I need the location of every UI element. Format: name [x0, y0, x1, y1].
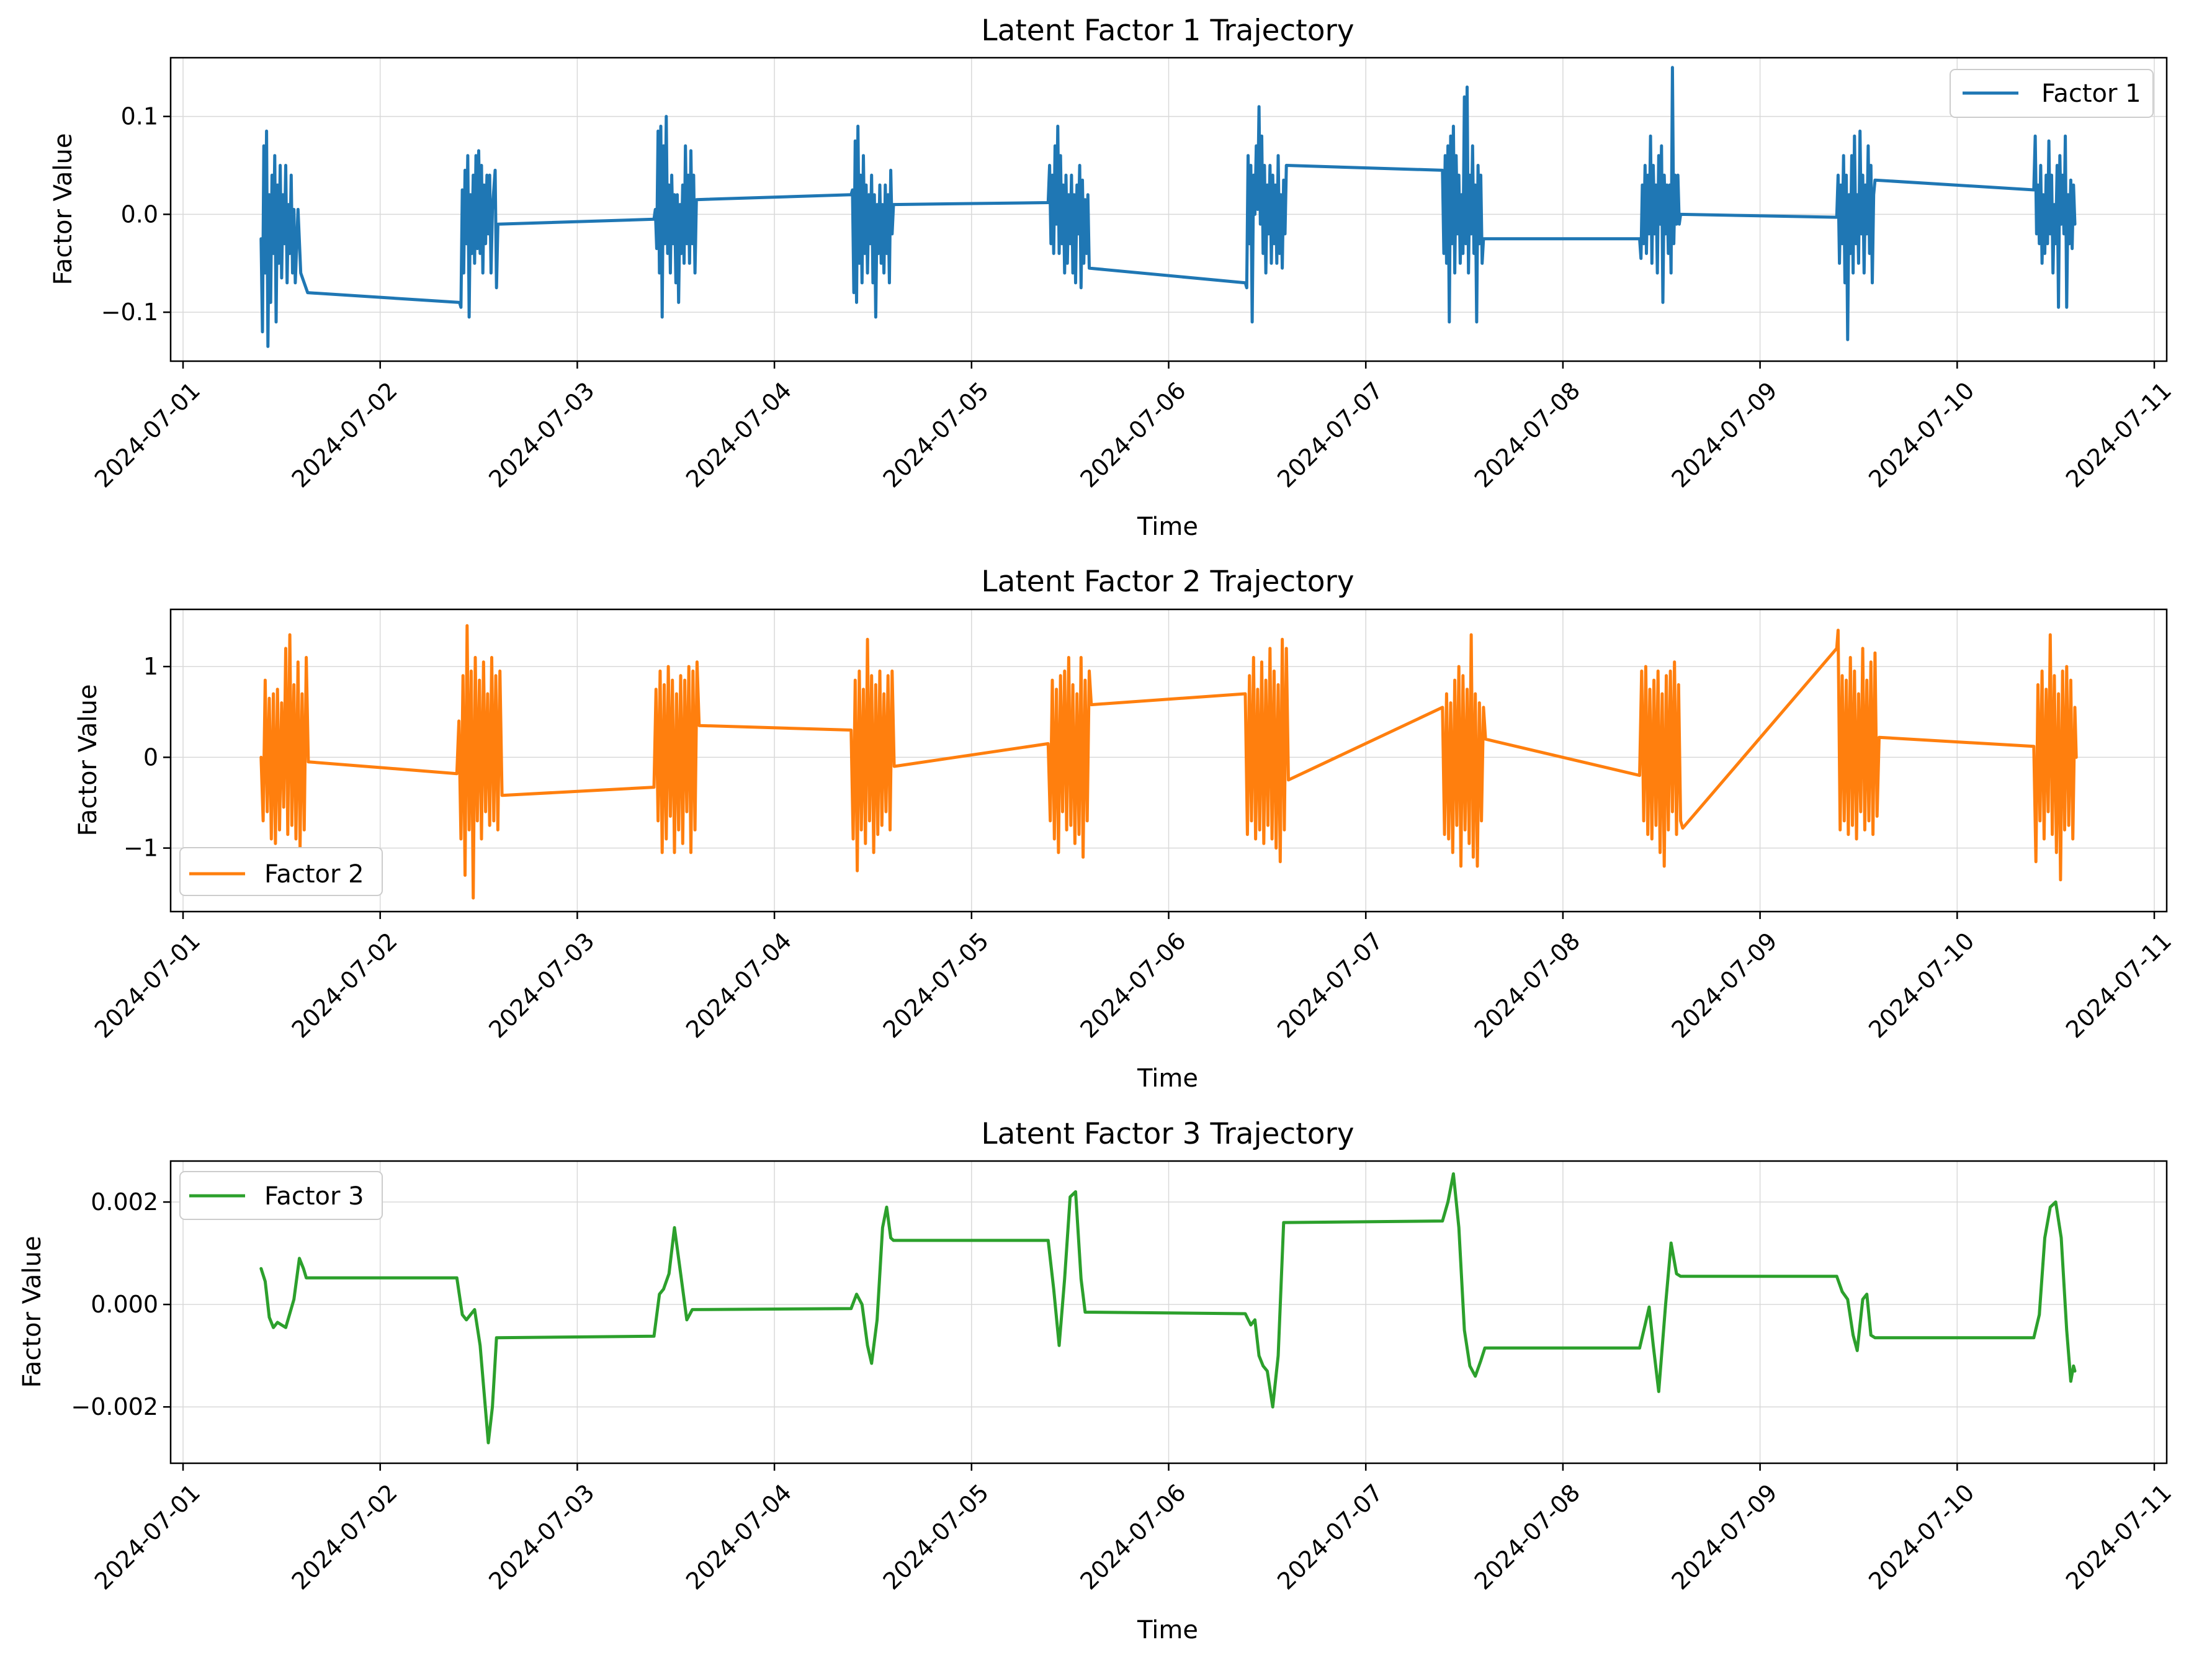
y-tick-label: −0.002: [71, 1393, 158, 1420]
legend-label: Factor 1: [2041, 79, 2141, 108]
y-tick-label: −0.1: [101, 298, 158, 326]
series-layer: [259, 66, 2077, 348]
chart-title: Latent Factor 1 Trajectory: [981, 14, 1354, 48]
legend-label: Factor 3: [264, 1182, 364, 1211]
y-tick-label: 0.1: [121, 103, 158, 130]
series-layer: [259, 1172, 2077, 1445]
y-tick-label: 0: [143, 743, 158, 771]
y-axis-label: Factor Value: [74, 684, 102, 836]
chart-title: Latent Factor 2 Trajectory: [981, 565, 1354, 599]
series-layer: [259, 624, 2078, 900]
series-line: [259, 66, 2077, 348]
grid: [171, 58, 2167, 361]
legend-box: [179, 1171, 383, 1220]
y-axis-label: Factor Value: [18, 1236, 47, 1388]
legend-label: Factor 2: [264, 860, 364, 889]
x-axis-label: Time: [1137, 513, 1198, 541]
grid: [171, 1161, 2167, 1463]
y-tick-label: 0.002: [91, 1188, 158, 1216]
y-axis-label: Factor Value: [49, 133, 78, 285]
x-axis-label: Time: [1137, 1616, 1198, 1644]
y-ticks: −1 0 1: [123, 653, 171, 862]
y-tick-label: 0.000: [91, 1291, 158, 1318]
y-tick-label: 0.0: [121, 200, 158, 228]
legend: Factor 2: [179, 847, 383, 896]
y-ticks: −0.1 0.0 0.1: [101, 103, 171, 326]
legend-box: [1950, 69, 2154, 118]
y-tick-label: −1: [123, 835, 158, 862]
grid: [171, 609, 2167, 912]
series-line: [259, 1172, 2077, 1445]
legend: Factor 3: [179, 1171, 383, 1220]
y-ticks: −0.002 0.000 0.002: [71, 1188, 171, 1420]
x-axis-label: Time: [1137, 1064, 1198, 1093]
chart-title: Latent Factor 3 Trajectory: [981, 1117, 1354, 1151]
series-line: [259, 624, 2078, 900]
legend-box: [179, 847, 383, 896]
legend: Factor 1: [1950, 69, 2154, 118]
y-tick-label: 1: [143, 653, 158, 680]
